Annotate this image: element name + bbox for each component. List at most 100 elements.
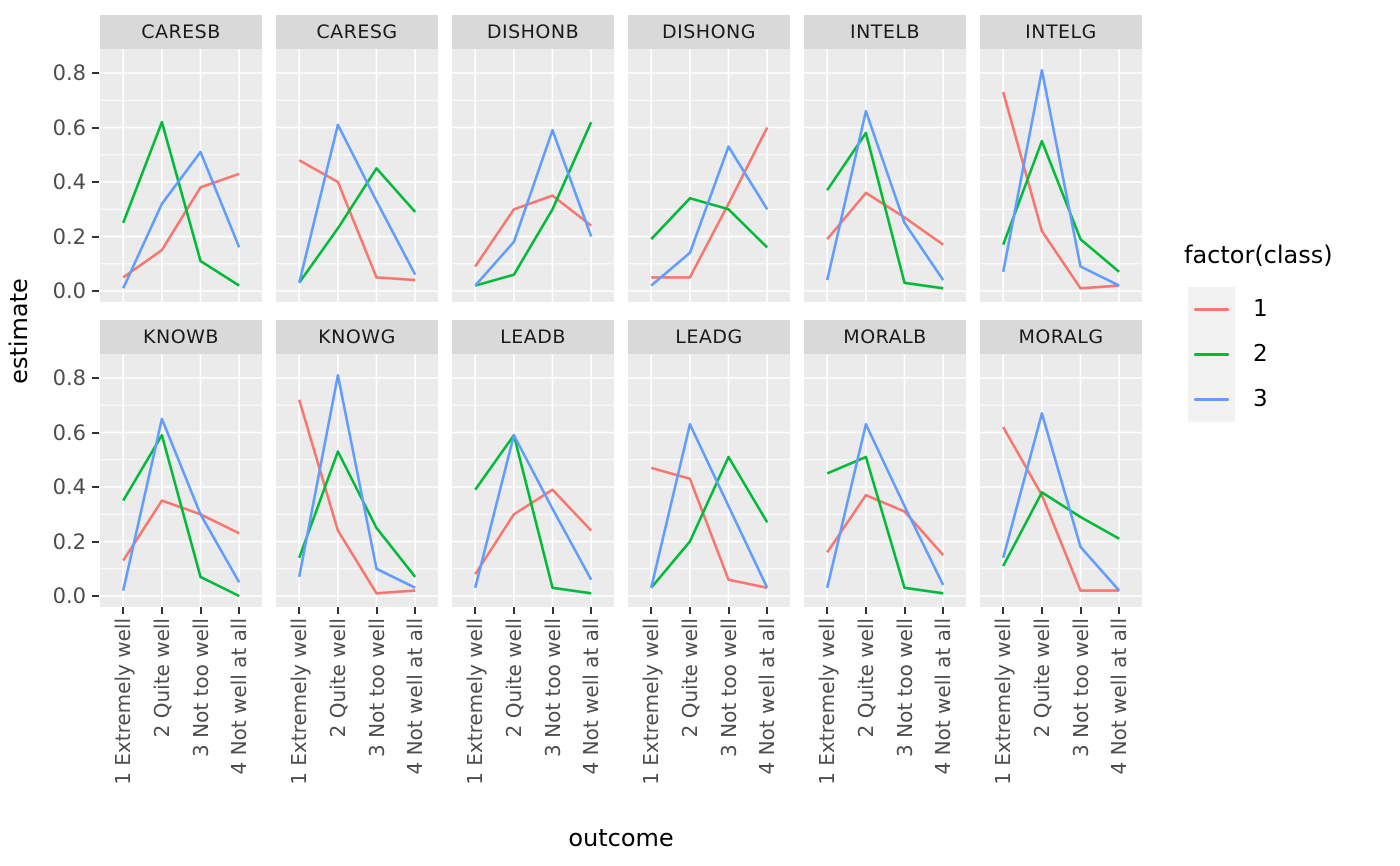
line-class-1-leadg [650, 466, 768, 590]
y-tick-mark [92, 540, 99, 543]
facet-strip-intelb: INTELB [804, 15, 966, 49]
y-tick-label: 0.4 [52, 170, 86, 194]
legend-key-line-icon [1194, 352, 1229, 356]
x-tick-label: 4 Not well at all [1107, 618, 1132, 775]
line-class-2-moralb [826, 455, 944, 595]
legend-label-class-1: 1 [1253, 296, 1268, 322]
x-tick-label: 3 Not too well [540, 618, 565, 757]
line-class-2-intelb [826, 131, 944, 290]
legend-key-class-1 [1188, 287, 1235, 332]
x-tick-mark [688, 607, 691, 614]
x-tick-label: 4 Not well at all [403, 618, 428, 775]
y-tick-label: 0.0 [52, 279, 86, 303]
x-tick-mark [122, 607, 125, 614]
facet-strip-intelg: INTELG [980, 15, 1142, 49]
x-tick-label: 1 Extremely well [287, 618, 312, 785]
facet-panel-knowg [276, 354, 438, 607]
x-tick-mark [864, 607, 867, 614]
x-tick-mark [1079, 607, 1082, 614]
line-class-1-dishong [651, 126, 769, 279]
facet-panel-caresg [276, 49, 438, 302]
facet-panel-moralg [980, 354, 1142, 607]
line-class-2-caresg [298, 167, 417, 284]
line-class-1-caresg [298, 159, 416, 282]
facet-strip-knowg: KNOWG [276, 320, 438, 354]
y-tick-label: 0.2 [52, 224, 86, 249]
facet-panel-caresb [100, 49, 262, 302]
y-tick-mark [92, 235, 99, 238]
x-tick-mark [1002, 607, 1005, 614]
x-tick-label: 4 Not well at all [227, 618, 252, 775]
y-tick-mark [92, 431, 99, 434]
y-tick-label: 0.6 [52, 115, 86, 140]
x-tick-mark [766, 607, 769, 614]
facet-panel-intelb [804, 49, 966, 302]
x-tick-mark [590, 607, 593, 614]
x-tick-label: 1 Extremely well [639, 618, 664, 785]
line-class-2-dishonb [474, 121, 593, 287]
line-class-1-knowg [297, 399, 416, 595]
y-tick-label: 0.0 [52, 584, 86, 608]
y-tick-mark [92, 377, 99, 379]
line-class-1-moralg [1002, 426, 1120, 592]
legend-key-line-icon [1194, 307, 1229, 311]
legend-label-class-3: 3 [1253, 386, 1268, 412]
x-tick-mark [160, 607, 163, 614]
x-tick-mark [826, 607, 829, 614]
line-class-3-caresb [122, 150, 241, 289]
y-tick-label: 0.2 [52, 529, 86, 554]
line-class-2-knowg [297, 450, 417, 578]
x-tick-label: 4 Not well at all [931, 618, 956, 775]
y-axis-title: estimate [5, 278, 33, 384]
facet-strip-dishonb: DISHONB [452, 15, 614, 49]
facet-panel-dishonb [452, 49, 614, 302]
facet-strip-dishong: DISHONG [628, 15, 790, 49]
legend-key-class-3 [1188, 377, 1235, 422]
y-tick-label: 0.8 [52, 61, 86, 85]
line-class-2-intelg [1001, 139, 1121, 273]
facet-strip-moralg: MORALG [980, 320, 1142, 354]
x-tick-label: 2 Quite well [325, 618, 350, 738]
line-class-1-caresb [122, 172, 240, 279]
x-tick-mark [727, 607, 730, 614]
y-tick-label: 0.6 [52, 420, 86, 445]
x-axis-title: outcome [568, 824, 674, 852]
facet-panel-moralb [804, 354, 966, 607]
x-tick-label: 4 Not well at all [579, 618, 604, 775]
y-tick-mark [92, 181, 99, 183]
line-class-3-intelb [825, 109, 945, 281]
line-class-3-dishong [650, 145, 769, 287]
y-tick-mark [92, 595, 99, 597]
line-class-3-knowg [297, 373, 416, 589]
line-class-2-leadg [650, 455, 769, 589]
x-tick-mark [650, 607, 653, 614]
x-tick-mark [551, 607, 554, 614]
line-class-2-caresb [121, 120, 240, 287]
y-tick-label: 0.8 [52, 366, 86, 390]
x-tick-label: 2 Quite well [501, 618, 526, 738]
y-tick-mark [92, 290, 99, 292]
line-class-3-dishonb [474, 128, 593, 287]
line-class-2-dishong [650, 197, 769, 249]
x-tick-label: 3 Not too well [1068, 618, 1093, 757]
facet-panel-dishong [628, 49, 790, 302]
facet-strip-knowb: KNOWB [100, 320, 262, 354]
x-tick-mark [298, 607, 301, 614]
facet-strip-leadg: LEADG [628, 320, 790, 354]
x-tick-mark [199, 607, 202, 614]
line-class-3-intelg [1001, 68, 1120, 287]
x-tick-label: 1 Extremely well [111, 618, 136, 785]
x-tick-mark [238, 607, 241, 614]
line-class-2-leadb [474, 433, 592, 595]
x-tick-mark [474, 607, 477, 614]
facet-panel-leadg [628, 354, 790, 607]
x-tick-label: 3 Not too well [716, 618, 741, 757]
facet-strip-caresg: CARESG [276, 15, 438, 49]
x-tick-mark [903, 607, 906, 614]
line-class-2-moralg [1002, 491, 1120, 567]
x-tick-mark [1040, 607, 1043, 614]
x-tick-label: 2 Quite well [1029, 618, 1054, 738]
line-class-1-moralb [826, 493, 945, 556]
facet-strip-moralb: MORALB [804, 320, 966, 354]
